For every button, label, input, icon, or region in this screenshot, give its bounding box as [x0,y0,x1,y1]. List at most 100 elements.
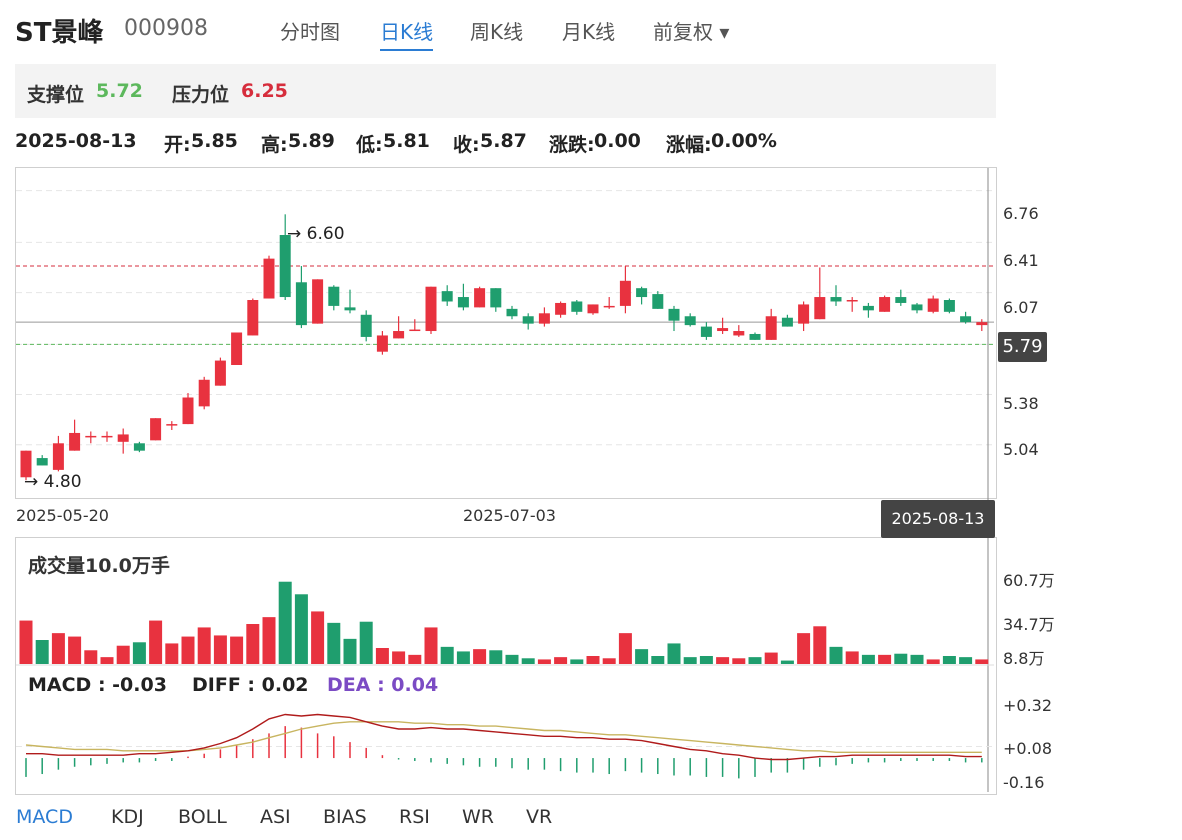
indicator-tab-vr[interactable]: VR [526,806,553,828]
adjust-dropdown[interactable]: 前复权 ▾ [653,20,730,44]
candle-body [814,297,826,320]
volume-bar [732,658,746,664]
indicator-tab-wr[interactable]: WR [462,806,494,828]
low-value: 5.81 [383,130,430,152]
volume-bar [456,651,470,664]
volume-bar [554,657,568,664]
volume-bar [489,650,503,664]
tab-monthly-kline[interactable]: 月K线 [562,20,616,44]
volume-bar [926,659,940,664]
candle-body [20,450,32,478]
volume-bar [440,646,454,664]
dea-value: DEA : 0.04 [327,674,439,696]
volume-bar [132,642,146,664]
indicator-tab-kdj[interactable]: KDJ [111,806,144,828]
candle-body [328,286,340,306]
indicator-tab-rsi[interactable]: RSI [399,806,430,828]
volume-bar [51,633,65,664]
candle-body [555,302,567,315]
tab-daily-kline[interactable]: 日K线 [380,16,434,51]
candle-body [393,331,405,339]
max-price-label: → 6.60 [287,224,345,244]
volume-bar [84,650,98,664]
candle-body [862,305,874,311]
indicator-tab-asi[interactable]: ASI [260,806,291,828]
candle-body [749,333,761,340]
crosshair-date-tag: 2025-08-13 [881,500,995,538]
date-tick: 2025-07-03 [463,506,556,525]
support-value: 5.72 [96,80,143,102]
stock-name: ST景峰 [15,18,104,48]
volume-bar [813,626,827,664]
price-tick: 5.38 [1003,394,1039,413]
price-tick: 6.76 [1003,204,1039,223]
macd-tick: -0.16 [1003,773,1045,792]
volume-bar [894,653,908,664]
high-value: 5.89 [288,130,335,152]
candle-body [344,307,356,311]
volume-tick: 60.7万 [1003,571,1055,590]
candle-body [182,397,194,425]
change-label: 涨跌: [549,134,595,156]
volume-bar [19,620,33,664]
ohlc-date: 2025-08-13 [15,130,137,152]
candle-body [231,332,243,365]
volume-bar [359,621,373,664]
lower-panel[interactable] [15,537,997,795]
tab-weekly-kline[interactable]: 周K线 [470,20,524,44]
volume-tick: 8.8万 [1003,649,1045,668]
candle-body [976,322,988,326]
candle-body [376,335,388,352]
volume-bar [343,638,357,664]
volume-bar [764,652,778,664]
candle-body [441,291,453,302]
candle-body [247,300,259,336]
indicator-tab-bias[interactable]: BIAS [323,806,367,828]
candle-body [312,279,324,324]
indicator-tab-macd[interactable]: MACD [16,806,73,828]
volume-bar [278,581,292,664]
price-tick: 6.41 [1003,251,1039,270]
current-price-tag: 5.79 [998,332,1047,362]
volume-bar [68,636,82,664]
volume-bar [635,649,649,664]
candle-body [798,304,810,324]
volume-bar [716,657,730,664]
volume-tick: 34.7万 [1003,615,1055,634]
candle-body [506,308,518,317]
indicator-tab-boll[interactable]: BOLL [178,806,227,828]
candle-body [295,282,307,326]
candle-body [360,314,372,337]
volume-bar [246,624,260,664]
candle-body [425,286,437,332]
candle-body [279,235,291,298]
candle-body [830,297,842,302]
volume-bar [570,659,584,664]
volume-bar [537,659,551,664]
candle-body [652,294,664,309]
candle-body [733,331,745,336]
close-label: 收: [453,134,480,156]
kline-panel[interactable] [15,167,997,499]
candle-body [490,288,502,308]
candle-body [52,443,64,470]
volume-bar [424,627,438,664]
support-label: 支撑位 [27,84,85,106]
tab-intraday[interactable]: 分时图 [280,20,340,44]
candle-body [700,326,712,337]
volume-bar [845,651,859,664]
volume-bar [683,657,697,664]
candle-body [846,300,858,302]
macd-tick: +0.32 [1003,696,1053,715]
volume-bar [618,633,632,664]
volume-bar [100,657,114,664]
low-label: 低: [356,134,383,156]
open-label: 开: [164,134,191,156]
stock-code: 000908 [124,16,208,41]
candle-body [457,297,469,308]
candle-body [409,329,421,332]
candle-body [166,424,178,426]
pct-value: 0.00% [711,130,777,152]
price-tick: 6.07 [1003,298,1039,317]
close-value: 5.87 [480,130,527,152]
